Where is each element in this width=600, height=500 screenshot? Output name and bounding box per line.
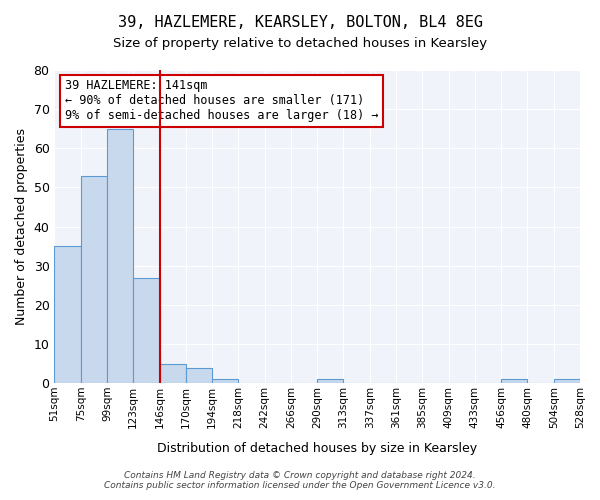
X-axis label: Distribution of detached houses by size in Kearsley: Distribution of detached houses by size … <box>157 442 477 455</box>
Bar <box>133 278 160 383</box>
Text: Size of property relative to detached houses in Kearsley: Size of property relative to detached ho… <box>113 38 487 51</box>
Bar <box>554 380 580 383</box>
Bar <box>160 364 186 383</box>
Bar <box>317 380 343 383</box>
Y-axis label: Number of detached properties: Number of detached properties <box>15 128 28 325</box>
Bar <box>80 176 107 383</box>
Bar <box>212 380 238 383</box>
Text: 39 HAZLEMERE: 141sqm
← 90% of detached houses are smaller (171)
9% of semi-detac: 39 HAZLEMERE: 141sqm ← 90% of detached h… <box>65 80 379 122</box>
Text: 39, HAZLEMERE, KEARSLEY, BOLTON, BL4 8EG: 39, HAZLEMERE, KEARSLEY, BOLTON, BL4 8EG <box>118 15 482 30</box>
Bar <box>186 368 212 383</box>
Bar <box>107 128 133 383</box>
Text: Contains HM Land Registry data © Crown copyright and database right 2024.
Contai: Contains HM Land Registry data © Crown c… <box>104 470 496 490</box>
Bar <box>55 246 80 383</box>
Bar <box>501 380 527 383</box>
